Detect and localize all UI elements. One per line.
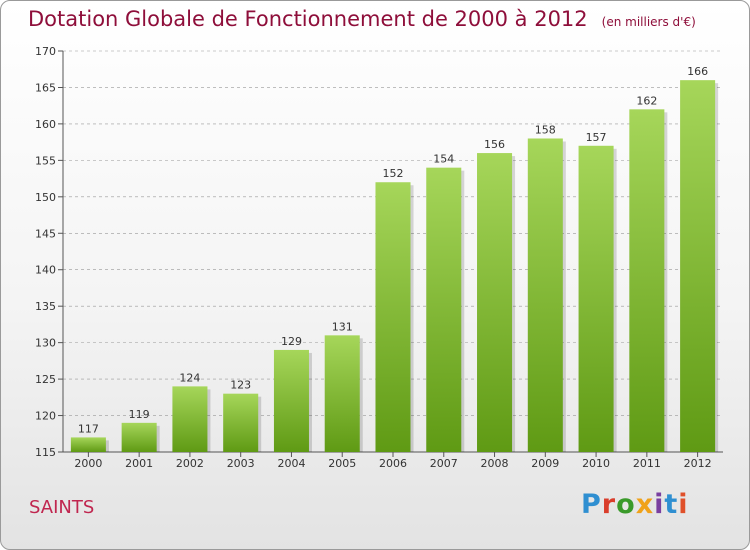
x-tick-label: 2007 <box>430 457 458 470</box>
value-label: 162 <box>636 94 657 107</box>
value-label: 124 <box>179 371 200 384</box>
bar <box>527 138 563 452</box>
y-tick-label: 135 <box>35 300 56 313</box>
value-label: 119 <box>129 408 150 421</box>
proxiti-logo[interactable]: Proxiti <box>581 489 689 520</box>
bar <box>477 153 513 452</box>
city-name: SAINTS <box>29 497 95 518</box>
y-tick-label: 150 <box>35 191 56 204</box>
y-tick-label: 160 <box>35 118 56 131</box>
bar <box>172 386 208 452</box>
y-tick-label: 115 <box>35 446 56 459</box>
y-tick-label: 120 <box>35 410 56 423</box>
y-tick-label: 125 <box>35 373 56 386</box>
y-tick-label: 170 <box>35 45 56 58</box>
logo-letter: r <box>601 489 617 520</box>
y-tick-label: 155 <box>35 154 56 167</box>
bars <box>70 80 719 453</box>
value-label: 123 <box>230 379 251 392</box>
logo-letter: i <box>678 489 689 520</box>
value-label: 152 <box>383 167 404 180</box>
logo-letter: o <box>616 489 636 520</box>
labels: 115 120 125 130 135 140 145 150 155 160 165 170 117 2… <box>35 45 712 470</box>
value-label: 157 <box>586 131 607 144</box>
chart-title: Dotation Globale de Fonctionnement de 20… <box>28 7 696 31</box>
x-tick-label: 2009 <box>531 457 559 470</box>
x-tick-label: 2011 <box>633 457 661 470</box>
value-label: 129 <box>281 335 302 348</box>
logo-letter: i <box>654 489 665 520</box>
x-tick-label: 2001 <box>125 457 153 470</box>
value-label: 158 <box>535 123 556 136</box>
logo-letter: x <box>635 489 655 520</box>
bar <box>324 335 360 452</box>
value-label: 117 <box>78 422 99 435</box>
bar <box>578 145 614 453</box>
x-tick-label: 2004 <box>277 457 305 470</box>
bar <box>70 437 106 452</box>
y-tick-label: 140 <box>35 264 56 277</box>
bar <box>223 393 259 452</box>
value-label: 156 <box>484 138 505 151</box>
x-tick-label: 2008 <box>481 457 509 470</box>
y-tick-label: 130 <box>35 337 56 350</box>
x-tick-label: 2005 <box>328 457 356 470</box>
chart-subtitle: (en milliers d'€) <box>601 15 696 29</box>
bar <box>375 182 411 452</box>
y-tick-label: 165 <box>35 81 56 94</box>
x-tick-label: 2000 <box>74 457 102 470</box>
bar <box>680 80 716 452</box>
logo-letter: t <box>664 489 679 520</box>
value-label: 154 <box>433 153 454 166</box>
bar <box>121 422 157 452</box>
x-tick-label: 2006 <box>379 457 407 470</box>
bar <box>629 109 665 452</box>
bar <box>426 167 462 452</box>
x-tick-label: 2010 <box>582 457 610 470</box>
x-tick-label: 2002 <box>176 457 204 470</box>
bar <box>273 349 309 452</box>
x-tick-label: 2003 <box>227 457 255 470</box>
value-label: 131 <box>332 320 353 333</box>
logo-letter: P <box>581 489 602 520</box>
x-tick-label: 2012 <box>684 457 712 470</box>
value-label: 166 <box>687 65 708 78</box>
y-tick-label: 145 <box>35 227 56 240</box>
